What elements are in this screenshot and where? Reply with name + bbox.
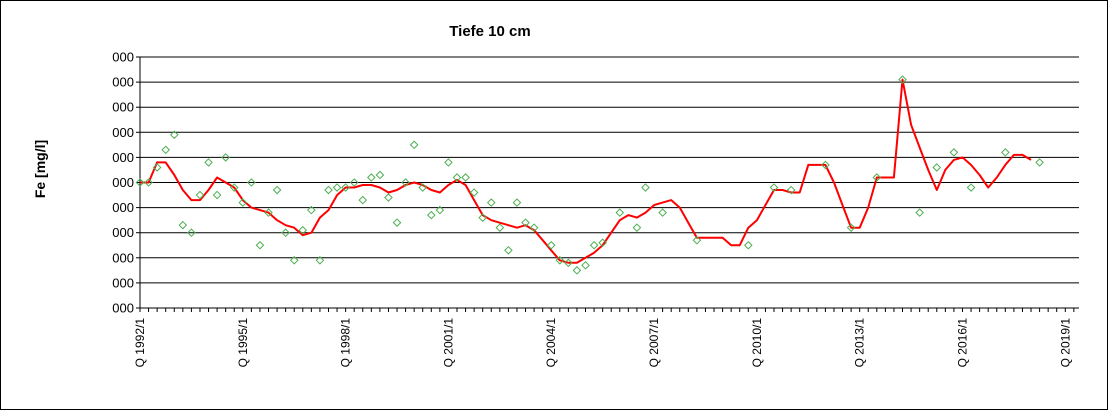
data-point — [598, 238, 607, 248]
data-point — [495, 223, 505, 232]
y-tick-label: 000 — [112, 200, 134, 215]
data-point — [426, 210, 436, 220]
data-point — [1001, 148, 1010, 157]
data-point — [461, 173, 470, 182]
y-tick-label: 000 — [112, 75, 134, 90]
data-point — [915, 208, 924, 217]
data-point — [581, 261, 590, 270]
data-point — [564, 258, 573, 268]
x-tick-label: Q 2004/1 — [544, 318, 558, 368]
data-point — [452, 173, 462, 182]
x-tick-label: Q 2007/1 — [647, 318, 661, 368]
data-point — [144, 178, 153, 187]
data-point — [349, 178, 359, 187]
data-point — [135, 178, 145, 187]
data-point — [332, 183, 342, 192]
data-point — [161, 145, 171, 155]
data-point — [281, 228, 290, 238]
data-point — [658, 208, 667, 217]
data-point — [392, 218, 402, 227]
data-point — [641, 183, 650, 192]
series-line — [140, 78, 1032, 264]
data-point — [615, 208, 625, 217]
y-tick-label: 000 — [112, 275, 134, 290]
data-point — [272, 185, 282, 195]
data-point — [307, 205, 316, 215]
data-point — [692, 235, 702, 245]
data-point — [769, 183, 779, 192]
data-point — [315, 256, 325, 265]
y-tick-label: 000 — [112, 50, 134, 65]
data-point — [546, 240, 556, 250]
data-point — [589, 240, 599, 250]
data-point — [384, 193, 393, 202]
data-point — [247, 178, 256, 187]
data-point — [409, 140, 419, 150]
data-point — [238, 198, 248, 207]
data-point — [255, 240, 265, 250]
data-point — [521, 218, 530, 227]
x-tick-label: Q 1998/1 — [339, 318, 353, 368]
data-point — [204, 158, 213, 167]
chart-title: Tiefe 10 cm — [449, 23, 530, 40]
data-point — [289, 256, 299, 265]
data-point — [872, 173, 882, 182]
data-point — [555, 256, 565, 265]
x-tick-label: Q 1995/1 — [236, 318, 250, 368]
data-point — [264, 208, 273, 217]
data-point — [187, 228, 196, 238]
x-tick-label: Q 2013/1 — [853, 318, 867, 368]
y-tick-label: 000 — [112, 175, 134, 190]
y-axis-label: Fe [mg/l] — [32, 140, 48, 198]
data-point — [1035, 158, 1044, 167]
data-point — [504, 245, 513, 255]
data-point — [932, 163, 942, 172]
data-point — [572, 266, 582, 275]
data-point — [966, 183, 976, 192]
x-tick-label: Q 2001/1 — [441, 318, 455, 368]
data-point — [821, 160, 830, 170]
data-point — [195, 190, 205, 200]
data-point — [178, 220, 188, 230]
plot-area: 000 000 000 000 000 000 000 000 000 000 000 Q 1992/… — [112, 50, 1079, 368]
y-tick-label: 000 — [112, 225, 134, 240]
data-point — [898, 75, 907, 84]
data-point — [298, 225, 308, 235]
data-point — [949, 148, 959, 157]
x-tick-label: Q 2016/1 — [955, 318, 969, 368]
data-point — [358, 195, 368, 205]
data-point — [743, 240, 753, 250]
data-point — [435, 205, 445, 215]
data-point — [229, 183, 239, 192]
data-point — [469, 188, 479, 197]
data-point — [169, 130, 179, 140]
data-point — [478, 213, 488, 222]
data-point — [375, 170, 385, 180]
y-tick-label: 000 — [112, 250, 134, 265]
data-point — [341, 183, 350, 192]
data-point — [846, 223, 856, 232]
data-point — [786, 185, 796, 195]
y-tick-label: 000 — [112, 125, 134, 140]
y-tick-label: 000 — [112, 100, 134, 115]
y-tick-label: 000 — [112, 301, 134, 316]
data-point — [486, 198, 496, 207]
data-point — [632, 223, 642, 232]
data-point — [529, 223, 539, 232]
data-point — [221, 153, 230, 162]
x-tick-label: Q 2019/1 — [1058, 318, 1072, 368]
data-point — [152, 163, 162, 172]
data-point — [212, 190, 222, 200]
data-point — [324, 185, 333, 195]
y-tick-label: 000 — [112, 150, 134, 165]
data-point — [418, 183, 428, 192]
data-point — [401, 178, 410, 187]
data-point — [512, 198, 522, 207]
data-point — [367, 173, 376, 182]
data-point — [444, 158, 453, 167]
x-tick-label: Q 1992/1 — [133, 318, 147, 368]
x-tick-label: Q 2010/1 — [750, 318, 764, 368]
